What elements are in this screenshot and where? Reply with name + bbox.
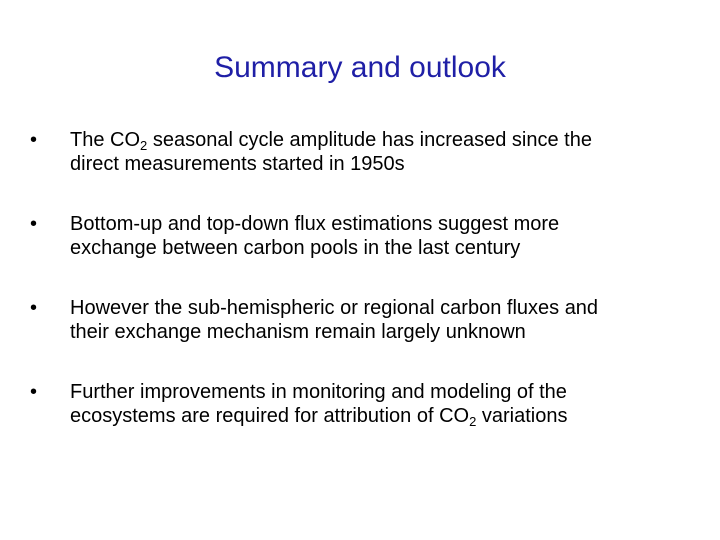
bullet-text: Bottom-up and top-down flux estimations … (70, 213, 560, 235)
bullet-text: ecosystems are required for attribution … (70, 405, 470, 427)
slide-title: Summary and outlook (214, 51, 506, 84)
subscript: 2 (140, 138, 148, 153)
bullet-item-further-improvements: • Further improvements in monitoring and… (30, 380, 690, 428)
bullet-line: direct measurements started in 1950s (70, 152, 690, 176)
bullet-line: Further improvements in monitoring and m… (70, 380, 690, 404)
bullet-item-co2-amplitude: • The CO2 seasonal cycle amplitude has i… (30, 128, 690, 176)
bullet-text: their exchange mechanism remain largely … (70, 321, 526, 343)
bullet-icon: • (30, 297, 38, 319)
bullet-text: Further improvements in monitoring and m… (70, 381, 567, 403)
bullet-line: ecosystems are required for attribution … (70, 404, 690, 428)
bullet-text: exchange between carbon pools in the las… (70, 237, 521, 259)
bullet-line: their exchange mechanism remain largely … (70, 320, 690, 344)
bullet-line: Bottom-up and top-down flux estimations … (70, 212, 690, 236)
bullet-text: direct measurements started in 1950s (70, 153, 405, 175)
bullet-item-regional-fluxes: • However the sub-hemispheric or regiona… (30, 296, 690, 344)
subscript: 2 (469, 414, 477, 429)
bullet-text: variations (476, 405, 568, 427)
bullet-icon: • (30, 129, 38, 151)
bullet-item-flux-estimations: • Bottom-up and top-down flux estimation… (30, 212, 690, 260)
bullet-line: exchange between carbon pools in the las… (70, 236, 690, 260)
bullet-text: seasonal cycle amplitude has increased s… (147, 129, 592, 151)
bullet-icon: • (30, 213, 38, 235)
bullet-text: However the sub-hemispheric or regional … (70, 297, 599, 319)
bullet-line: However the sub-hemispheric or regional … (70, 296, 690, 320)
bullet-line: The CO2 seasonal cycle amplitude has inc… (70, 128, 690, 152)
bullet-list: • The CO2 seasonal cycle amplitude has i… (30, 128, 690, 428)
bullet-text: The CO (70, 129, 141, 151)
bullet-icon: • (30, 381, 38, 403)
